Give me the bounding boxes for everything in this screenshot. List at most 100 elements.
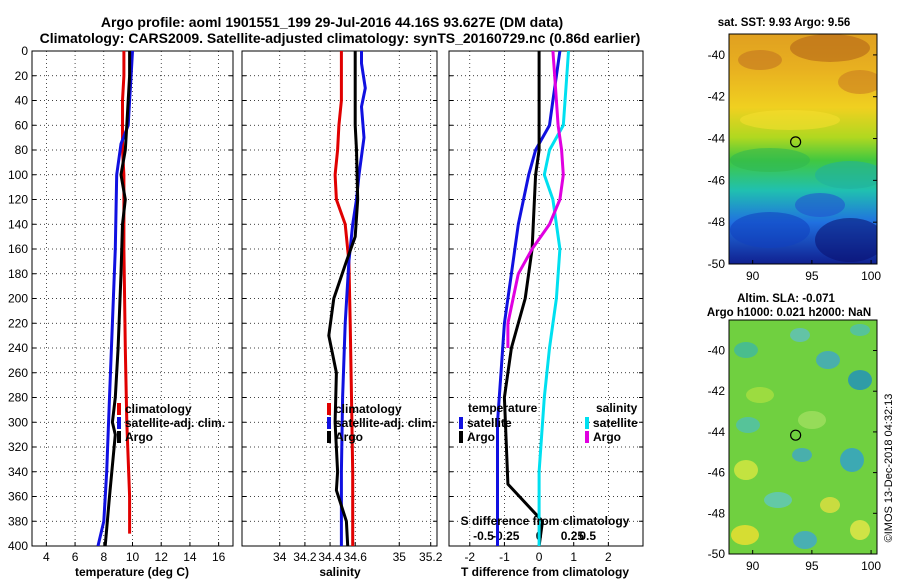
x-tick-label: 34.2: [293, 550, 317, 564]
salinity-panel: 34 34.2 34.4 34.6 35 35.2 salinity: [241, 50, 443, 579]
depth-tick-label: 160: [8, 242, 28, 256]
s-tick-label: 0.25: [561, 529, 585, 543]
map-y-tick-label: -46: [708, 173, 726, 187]
x-tick-label: 14: [183, 550, 197, 564]
map-y-tick-label: -44: [708, 132, 726, 146]
depth-tick-label: 0: [21, 44, 28, 58]
legend-t-argo-swatch: [459, 431, 463, 443]
depth-tick-label: 320: [8, 440, 28, 454]
s-tick-label: 0.5: [579, 529, 596, 543]
plot-frame: [448, 50, 644, 547]
legend-s-satellite-label: satellite: [593, 416, 638, 430]
map-x-tick-label: 100: [861, 269, 881, 283]
s-tick-label: -0.5: [473, 529, 494, 543]
map-x-tick-label: 95: [805, 269, 819, 283]
map-y-tick-label: -48: [708, 506, 726, 520]
difference-legend: temperature satellite Argo salinity sate…: [459, 401, 638, 528]
legend-climatology-label: climatology: [125, 402, 192, 416]
depth-tick-label: 240: [8, 341, 28, 355]
x-tick-label: 10: [126, 550, 140, 564]
depth-tick-label: 40: [15, 94, 29, 108]
legend-climatology-swatch: [327, 403, 331, 415]
x-axis-label: T difference from climatology: [461, 565, 629, 579]
legend-satellite-label: satellite-adj. clim.: [125, 416, 225, 430]
x-tick-label: 35: [393, 550, 407, 564]
depth-tick-label: 400: [8, 539, 28, 553]
legend-t-argo-label: Argo: [467, 430, 495, 444]
argo-location-marker: [790, 136, 802, 148]
map-y-tick-label: -44: [708, 425, 726, 439]
temperature-legend: climatology satellite-adj. clim. Argo: [117, 402, 225, 444]
series-line-salinity-satellite: [537, 51, 570, 546]
x-tick-label: 34.6: [344, 550, 368, 564]
x-tick-label: -2: [464, 550, 475, 564]
x-tick-label: 2: [605, 550, 612, 564]
x-tick-label: 8: [100, 550, 107, 564]
legend-satellite-swatch: [327, 417, 331, 429]
plot-frame: [241, 50, 438, 547]
figure-title-line1: Argo profile: aoml 1901551_199 29-Jul-20…: [101, 14, 563, 30]
sla-map: Altim. SLA: -0.071 Argo h1000: 0.021 h20…: [707, 293, 882, 573]
figure-title-line2: Climatology: CARS2009. Satellite-adjuste…: [40, 30, 641, 46]
x-tick-label: 0: [536, 550, 543, 564]
depth-tick-label: 300: [8, 415, 28, 429]
depth-tick-label: 380: [8, 514, 28, 528]
legend-salinity-heading: salinity: [596, 401, 638, 415]
series-line-temperature-argo: [502, 51, 544, 546]
map-y-tick-label: -50: [708, 547, 726, 561]
x-tick-label: 34.4: [318, 550, 342, 564]
x-axis-label: salinity: [319, 565, 361, 579]
x-tick-label: 12: [155, 550, 169, 564]
map-x-tick-label: 100: [861, 559, 881, 573]
sla-map-title-line2: Argo h1000: 0.021 h2000: NaN: [707, 307, 871, 319]
depth-tick-label: 80: [15, 143, 29, 157]
legend-s-argo-swatch: [585, 431, 589, 443]
legend-s-satellite-swatch: [585, 417, 589, 429]
legend-argo-swatch: [327, 431, 331, 443]
legend-s-argo-label: Argo: [593, 430, 621, 444]
series-line-argo: [327, 51, 360, 546]
series-group: [496, 51, 570, 546]
legend-argo-swatch: [117, 431, 121, 443]
x-tick-label: 16: [212, 550, 226, 564]
depth-tick-label: 140: [8, 217, 28, 231]
series-line-argo: [103, 51, 132, 546]
depth-tick-label: 280: [8, 391, 28, 405]
map-x-tick-label: 90: [746, 269, 760, 283]
map-y-tick-label: -46: [708, 466, 726, 480]
legend-climatology-swatch: [117, 403, 121, 415]
depth-tick-label: 60: [15, 118, 29, 132]
x-tick-label: -1: [499, 550, 510, 564]
s-difference-label: S difference from climatology: [461, 514, 630, 528]
x-tick-label: 34: [273, 550, 287, 564]
depth-tick-label: 260: [8, 366, 28, 380]
x-tick-label: 6: [72, 550, 79, 564]
depth-tick-label: 360: [8, 490, 28, 504]
legend-temperature-heading: temperature: [468, 401, 538, 415]
sst-map-title: sat. SST: 9.93 Argo: 9.56: [718, 17, 851, 29]
series-line-climatology: [121, 51, 132, 534]
map-y-tick-label: -40: [708, 344, 726, 358]
series-group: [96, 51, 134, 546]
series-group: [327, 51, 367, 546]
legend-argo-label: Argo: [335, 430, 363, 444]
depth-tick-label: 100: [8, 168, 28, 182]
sla-field: [729, 320, 877, 554]
map-x-tick-label: 90: [746, 559, 760, 573]
depth-tick-label: 180: [8, 267, 28, 281]
legend-satellite-swatch: [117, 417, 121, 429]
x-axis-label: temperature (deg C): [75, 565, 189, 579]
sla-map-title-line1: Altim. SLA: -0.071: [737, 293, 835, 305]
legend-climatology-label: climatology: [335, 402, 402, 416]
timestamp: ©IMOS 13-Dec-2018 04:32:13: [883, 394, 895, 543]
depth-tick-label: 120: [8, 193, 28, 207]
x-tick-label: 35.2: [419, 550, 443, 564]
map-y-tick-label: -42: [708, 90, 726, 104]
map-x-tick-label: 95: [805, 559, 819, 573]
series-line-climatology: [333, 51, 355, 546]
difference-panel: -2 -1 0 1 2-0.5-0.25 0 0.250.5T difference fro…: [448, 50, 644, 579]
legend-argo-label: Argo: [125, 430, 153, 444]
argo-location-marker: [790, 429, 802, 441]
series-line-temperature-satellite: [496, 51, 562, 546]
